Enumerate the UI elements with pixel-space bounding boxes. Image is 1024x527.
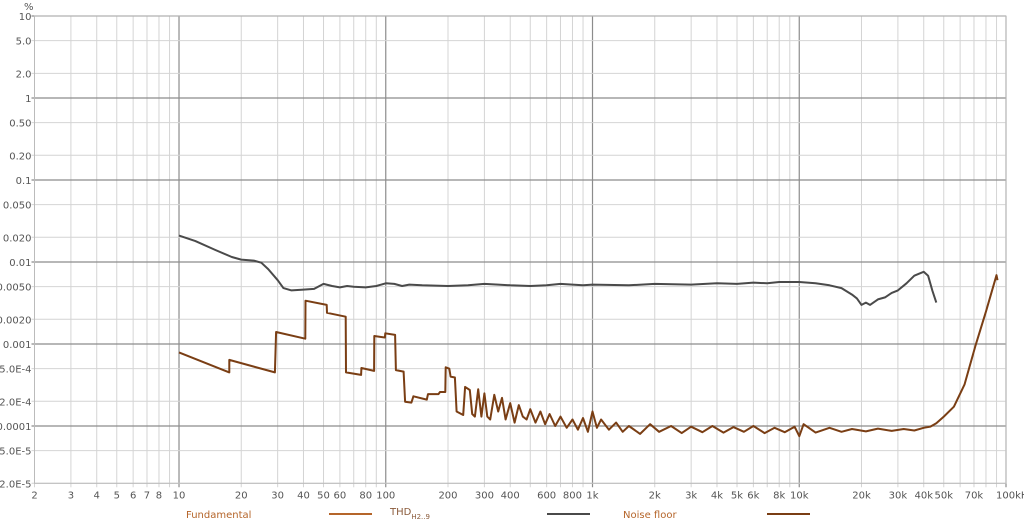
y-tick-label: 0.50 bbox=[9, 119, 31, 130]
x-tick-label: 1k bbox=[586, 490, 598, 501]
x-tick-label: 5 bbox=[114, 490, 120, 501]
series-lines bbox=[178, 234, 999, 438]
x-tick-label: 40k bbox=[914, 490, 933, 501]
x-tick-label: 100 bbox=[376, 490, 395, 501]
grid bbox=[31, 15, 1007, 488]
x-tick-label: 3k bbox=[685, 490, 697, 501]
x-tick-label: 2 bbox=[31, 490, 37, 501]
y-tick-label: 0.1 bbox=[16, 176, 32, 187]
x-tick-label: 200 bbox=[438, 490, 457, 501]
y-tick-label: 0.020 bbox=[3, 233, 32, 244]
series-line-thd-h2-9 bbox=[178, 234, 938, 306]
plot-frame bbox=[34, 15, 1007, 484]
series-line-noise-floor bbox=[178, 274, 999, 438]
x-tick-label: 20 bbox=[235, 490, 248, 501]
x-tick-label: 6 bbox=[130, 490, 136, 501]
x-tick-label: 5k bbox=[731, 490, 743, 501]
x-tick-label: 50 bbox=[317, 490, 330, 501]
x-tick-label: 50k bbox=[935, 490, 954, 501]
x-tick-label: 20k bbox=[852, 490, 871, 501]
x-tick-label: 8 bbox=[156, 490, 162, 501]
x-tick-label: 8k bbox=[773, 490, 785, 501]
y-tick-label: 0.0020 bbox=[0, 315, 32, 326]
y-tick-label: 5.0E-5 bbox=[0, 447, 32, 458]
y-axis-unit: % bbox=[24, 2, 34, 13]
y-tick-label: 2.0E-4 bbox=[0, 397, 32, 408]
x-tick-label: 7 bbox=[144, 490, 150, 501]
x-tick-label: 600 bbox=[537, 490, 556, 501]
x-axis-ticks: 2 3 4 5 6 7 8 10 20 30 40 50 60 80 100 200 300 400 600 800 1… bbox=[31, 490, 1024, 501]
y-tick-label: 5.0 bbox=[16, 37, 32, 48]
y-tick-label: 5.0E-4 bbox=[0, 365, 32, 376]
legend-label-fundamental: Fundamental bbox=[186, 510, 251, 521]
x-tick-label: 3 bbox=[68, 490, 74, 501]
x-tick-label: 300 bbox=[475, 490, 494, 501]
x-tick-label: 10k bbox=[790, 490, 809, 501]
legend-label-thd: THDH2..9 bbox=[389, 507, 430, 521]
y-tick-label: 2.0E-5 bbox=[0, 479, 32, 490]
y-tick-label: 0.01 bbox=[9, 258, 31, 269]
x-tick-label: 70k bbox=[965, 490, 984, 501]
x-tick-label: 400 bbox=[501, 490, 520, 501]
y-tick-label: 0.0001 bbox=[0, 422, 32, 433]
y-tick-label: 2.0 bbox=[16, 69, 32, 80]
x-tick-label: 6k bbox=[747, 490, 759, 501]
y-tick-label: 10 bbox=[19, 12, 32, 23]
x-tick-label: 30 bbox=[271, 490, 284, 501]
y-tick-label: 0.001 bbox=[3, 340, 32, 351]
x-tick-label: 4k bbox=[711, 490, 723, 501]
x-tick-label: 2k bbox=[649, 490, 661, 501]
x-tick-label: 10 bbox=[173, 490, 186, 501]
y-axis-ticks: 10 5.0 2.0 1 0.50 0.20 0.1 0.050 0.020 0.01 0.0050… bbox=[0, 12, 32, 490]
y-tick-label: 0.0050 bbox=[0, 283, 32, 294]
x-tick-label: 80 bbox=[359, 490, 372, 501]
y-tick-label: 0.20 bbox=[9, 151, 31, 162]
x-tick-label: 30k bbox=[889, 490, 908, 501]
legend: Fundamental THDH2..9 Noise floor bbox=[186, 507, 810, 521]
x-tick-label: 60 bbox=[334, 490, 347, 501]
x-tick-label: 40 bbox=[297, 490, 310, 501]
legend-label-noise-floor: Noise floor bbox=[623, 510, 677, 521]
x-tick-label: 4 bbox=[94, 490, 100, 501]
y-tick-label: 0.050 bbox=[3, 201, 32, 212]
x-tick-label: 800 bbox=[563, 490, 582, 501]
x-tick-label: 100kHz bbox=[996, 490, 1024, 501]
y-tick-label: 1 bbox=[25, 94, 31, 105]
